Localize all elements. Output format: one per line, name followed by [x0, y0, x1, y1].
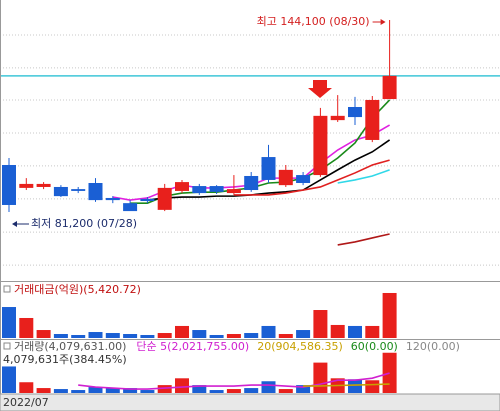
- candle-body: [348, 106, 362, 118]
- moving-average: [233, 159, 390, 196]
- bar: [2, 366, 16, 393]
- legend-entry: 20(904,586.35): [257, 340, 343, 353]
- bar: [175, 378, 189, 393]
- moving-average: [130, 99, 391, 204]
- legend-entry: 120(0.00): [406, 340, 460, 353]
- panel-icon: [3, 285, 11, 293]
- bar: [226, 389, 241, 393]
- bar: [123, 388, 138, 393]
- bar: [226, 334, 241, 338]
- candle-body: [330, 115, 345, 121]
- bar: [36, 388, 51, 393]
- bar: [88, 332, 103, 338]
- bar: [19, 382, 34, 393]
- candle-body: [209, 186, 224, 192]
- bar: [278, 389, 293, 393]
- low-arrow-head: [12, 221, 17, 228]
- legend-entry: 단순 5(2,021,755.00): [136, 340, 249, 353]
- candle-body: [105, 197, 120, 201]
- candle-body: [278, 169, 293, 186]
- moving-average: [337, 233, 390, 246]
- signal-arrow: [308, 80, 332, 98]
- legend-entry: 60(0.00): [351, 340, 398, 353]
- candle-body: [365, 99, 380, 140]
- panel-title: 거래대금(억원)(5,420.72): [14, 283, 141, 296]
- bar: [53, 389, 68, 393]
- candle-body: [192, 186, 207, 194]
- bar: [244, 388, 259, 393]
- bar: [36, 330, 51, 338]
- candle-body: [19, 183, 34, 188]
- moving-average: [337, 169, 390, 184]
- candle-body: [71, 189, 86, 191]
- bar: [330, 324, 345, 338]
- candle-body: [88, 183, 103, 201]
- bar: [261, 325, 276, 338]
- candle-body: [140, 198, 155, 202]
- bar: [192, 330, 207, 338]
- bar: [88, 387, 103, 393]
- bar: [71, 335, 86, 338]
- candle-body: [53, 186, 68, 197]
- bar: [140, 335, 155, 338]
- bar: [382, 352, 397, 393]
- bar: [105, 388, 120, 393]
- candle-body: [36, 183, 51, 187]
- volume-average: [303, 383, 390, 387]
- panel-icon: [3, 342, 11, 350]
- volume-average: [78, 372, 390, 390]
- x-axis-label: 2022/07: [3, 396, 49, 409]
- bar: [313, 362, 328, 393]
- panel-title: 거래량(4,079,631.00): [14, 340, 126, 353]
- bar: [53, 334, 68, 338]
- candle-body: [244, 175, 259, 191]
- bar: [209, 335, 224, 338]
- bar: [157, 333, 172, 338]
- bar: [157, 385, 172, 393]
- bar: [19, 317, 34, 338]
- high-label: 최고 144,100 (08/30): [257, 15, 370, 28]
- bar: [71, 390, 86, 393]
- high-arrow-head: [380, 18, 386, 25]
- candle-body: [157, 187, 172, 210]
- bar: [209, 390, 224, 393]
- low-label: 최저 81,200 (07/28): [31, 217, 137, 230]
- moving-average: [147, 139, 391, 201]
- bar: [296, 385, 311, 393]
- bar: [123, 334, 138, 338]
- bar: [140, 390, 155, 393]
- bar: [261, 381, 276, 393]
- candle-body: [2, 164, 16, 205]
- bar: [244, 333, 259, 338]
- bar: [175, 325, 189, 338]
- bar: [313, 310, 328, 338]
- bar: [348, 325, 362, 338]
- plot-layer: 최고 144,100 (08/30) 최저 81,200 (07/28) 거래대금(…: [0, 15, 500, 393]
- bar: [365, 380, 380, 393]
- bar: [278, 334, 293, 338]
- bar: [296, 330, 311, 338]
- bar: [365, 325, 380, 338]
- candle-body: [226, 189, 241, 194]
- bar: [382, 292, 397, 338]
- bar: [348, 379, 362, 393]
- candle-body: [382, 75, 397, 100]
- candle-body: [123, 203, 138, 212]
- candle-body: [261, 157, 276, 180]
- bar: [2, 307, 16, 338]
- candle-body: [313, 115, 328, 176]
- bar: [192, 385, 207, 393]
- bar: [105, 333, 120, 338]
- panel-subtitle: 4,079,631주(384.45%): [3, 353, 127, 366]
- candle-body: [175, 182, 189, 191]
- candle-body: [296, 175, 311, 184]
- date-axis: [0, 393, 500, 411]
